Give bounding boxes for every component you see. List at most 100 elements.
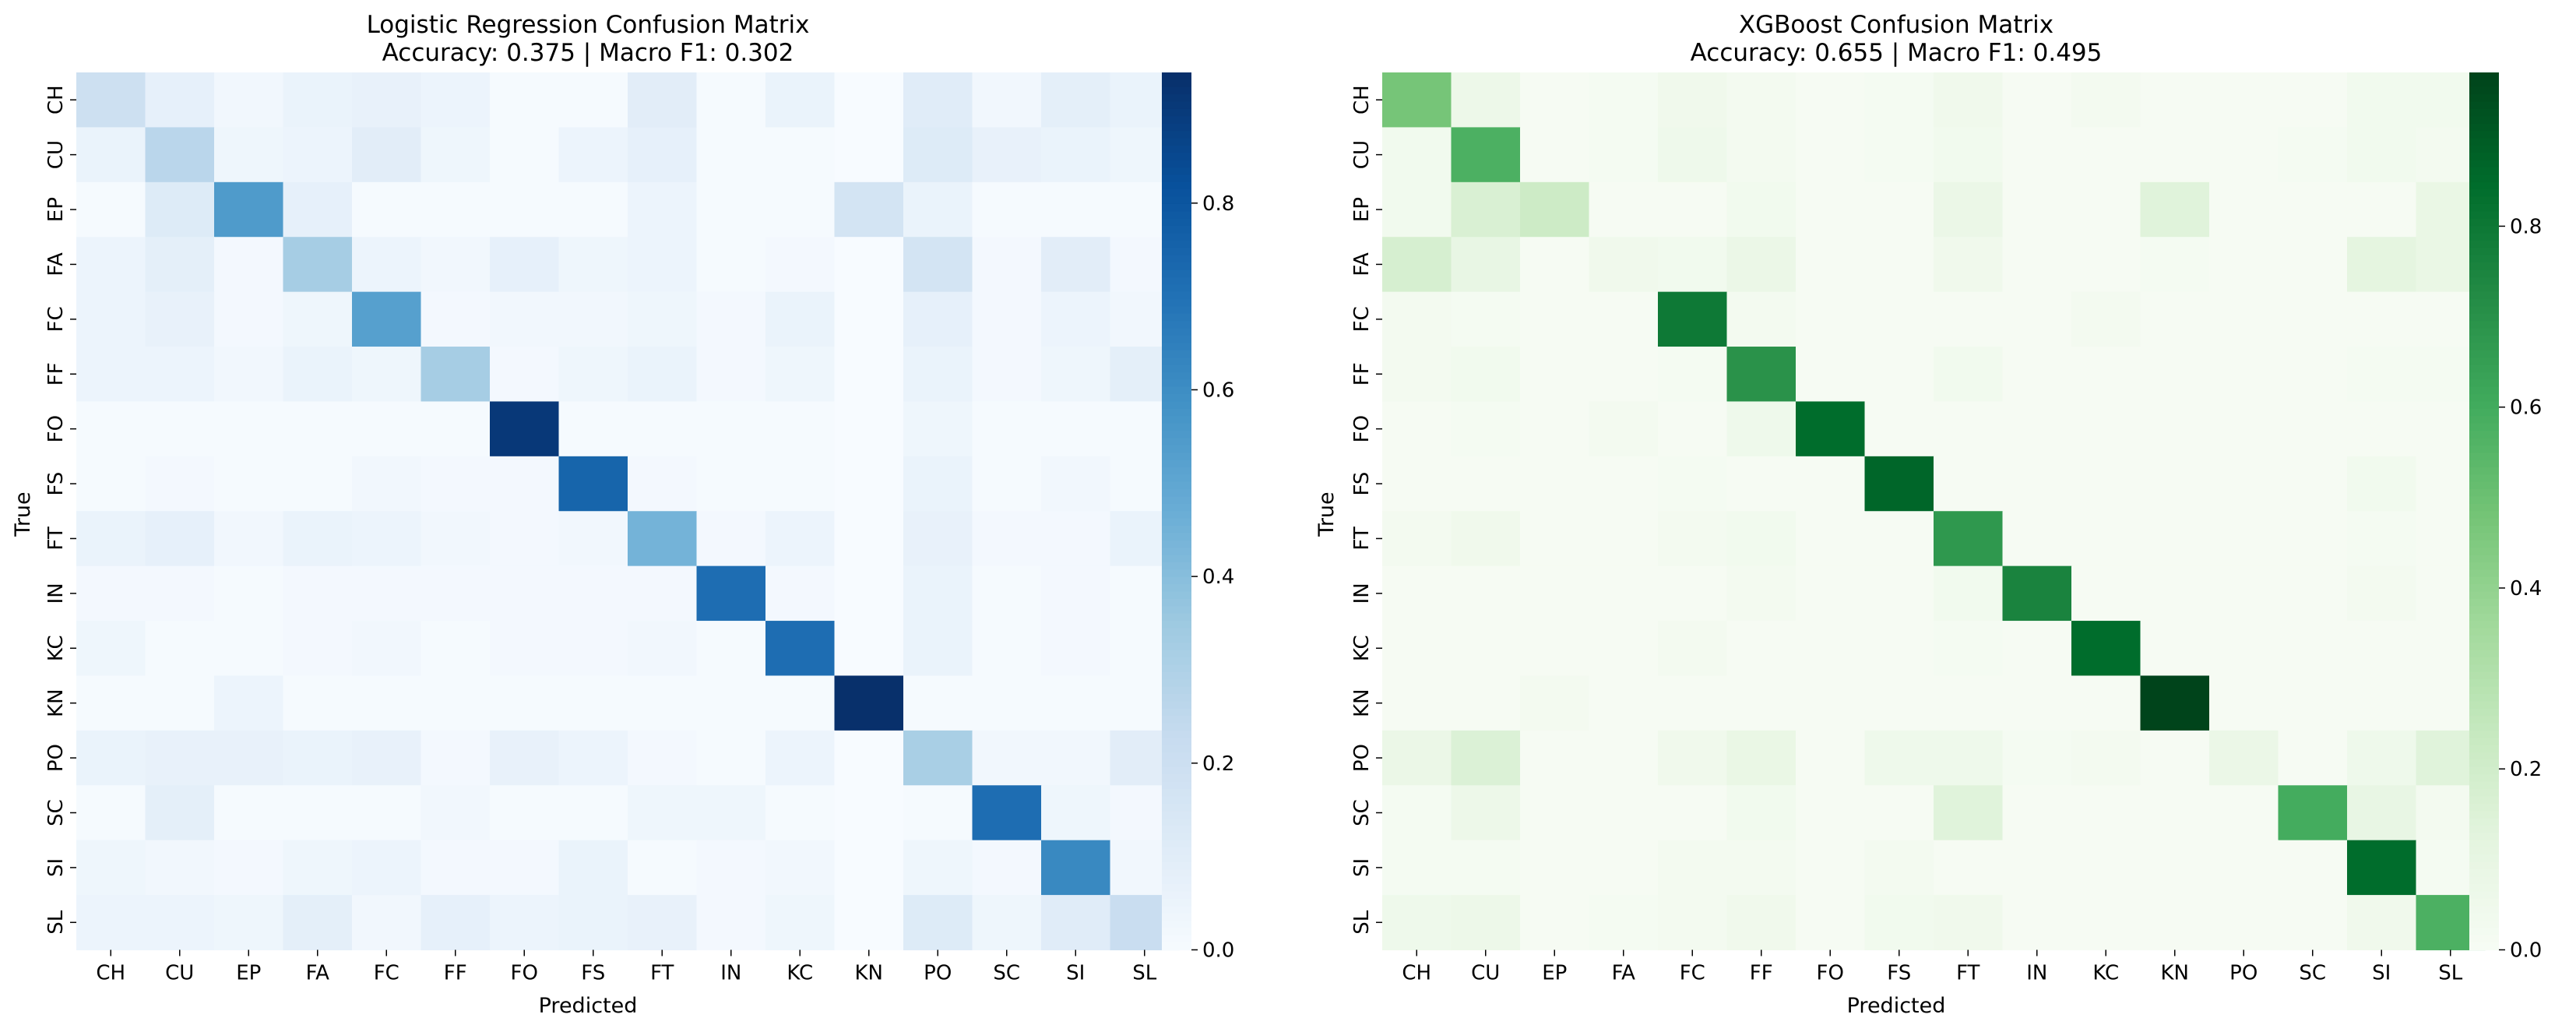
colorbar-gradient-band — [1162, 269, 1191, 278]
heatmap-cell — [2071, 181, 2141, 238]
heatmap-cell — [490, 895, 560, 951]
heatmap-cell — [1658, 291, 1728, 347]
colorbar-gradient-band — [1162, 759, 1191, 768]
chart-panel-logistic-regression: Logistic Regression Confusion Matrix Acc… — [11, 11, 1234, 1018]
colorbar-gradient-band — [2469, 108, 2499, 117]
colorbar-gradient-band — [2469, 745, 2499, 753]
heatmap-cell — [834, 840, 904, 896]
chart-title-line1: XGBoost Confusion Matrix — [1739, 11, 2053, 39]
x-tick-label: SI — [2372, 961, 2391, 984]
heatmap-cell — [834, 127, 904, 183]
colorbar-gradient-band — [1162, 116, 1191, 125]
x-tick-label: SC — [2299, 961, 2326, 984]
heatmap-cell — [2002, 237, 2072, 293]
heatmap-cell — [1796, 347, 1866, 403]
y-tick-label: KC — [1350, 635, 1374, 661]
x-tick-label: FO — [511, 961, 538, 984]
heatmap-cell — [628, 511, 698, 567]
heatmap-cell — [145, 565, 215, 622]
heatmap-cell — [1382, 181, 1452, 238]
heatmap-cell — [283, 237, 353, 293]
heatmap-cell — [1658, 840, 1728, 896]
colorbar-gradient-band — [2469, 174, 2499, 183]
colorbar-gradient-band — [1162, 255, 1191, 263]
heatmap-cell — [1658, 895, 1728, 951]
colorbar-gradient-band — [1162, 781, 1191, 790]
colorbar-gradient-band — [1162, 408, 1191, 417]
heatmap-cell — [1658, 785, 1728, 841]
heatmap-cell — [972, 127, 1042, 183]
heatmap-cell — [1726, 72, 1797, 129]
colorbar-gradient-band — [2469, 584, 2499, 593]
heatmap-cell — [76, 730, 146, 786]
colorbar-gradient-band — [1162, 752, 1191, 761]
heatmap-cell — [76, 127, 146, 183]
heatmap-cell — [421, 401, 491, 457]
heatmap-cell — [1658, 401, 1728, 457]
x-tick-labels: CH CU EP FA FC FF FO FS FT IN KC KN PO SC SI SL — [1402, 949, 2463, 984]
heatmap-cell — [1934, 181, 2004, 238]
colorbar-gradient-band — [1162, 935, 1191, 943]
colorbar-gradient-band — [1162, 738, 1191, 746]
heatmap-cell — [76, 895, 146, 951]
heatmap-cell — [1726, 237, 1797, 293]
heatmap-cell — [696, 730, 766, 786]
heatmap-cell — [490, 456, 560, 512]
heatmap-cell — [1864, 565, 1934, 622]
colorbar-gradient-band — [2469, 181, 2499, 190]
colorbar-gradient-band — [2469, 811, 2499, 819]
heatmap-cell — [1589, 840, 1659, 896]
colorbar-gradient-band — [2469, 891, 2499, 900]
colorbar-gradient-band — [2469, 145, 2499, 153]
colorbar-gradient-band — [1162, 350, 1191, 358]
colorbar-gradient-band — [2469, 489, 2499, 498]
heatmap-cell — [628, 895, 698, 951]
heatmap-cell — [1451, 840, 1521, 896]
heatmap-cell — [972, 621, 1042, 677]
heatmap-cell — [2278, 127, 2348, 183]
colorbar-gradient-band — [2469, 533, 2499, 541]
heatmap-cell — [972, 675, 1042, 731]
heatmap-cell — [1382, 347, 1452, 403]
heatmap-cell — [490, 565, 560, 622]
colorbar-gradient-band — [1162, 825, 1191, 833]
heatmap-cell — [421, 72, 491, 129]
y-tick-label: KN — [1350, 689, 1374, 717]
heatmap-cell — [283, 785, 353, 841]
heatmap-cell — [628, 291, 698, 347]
colorbar-gradient-band — [1162, 796, 1191, 805]
heatmap-cell — [1451, 72, 1521, 129]
heatmap-cell — [903, 181, 973, 238]
heatmap-cell — [1041, 291, 1111, 347]
x-tick-label: SC — [993, 961, 1020, 984]
colorbar-gradient-band — [1162, 262, 1191, 271]
x-tick-label: KC — [2092, 961, 2119, 984]
heatmap-cell — [2347, 127, 2417, 183]
colorbar-tick-label: 0.8 — [2510, 215, 2542, 238]
heatmap-cell — [1041, 511, 1111, 567]
heatmap-cell — [1520, 291, 1590, 347]
heatmap-cell — [1658, 675, 1728, 731]
heatmap-cell — [696, 127, 766, 183]
colorbar-gradient-band — [1162, 489, 1191, 498]
heatmap-cell — [972, 72, 1042, 129]
colorbar-gradient-band — [2469, 313, 2499, 322]
heatmap-cell — [490, 511, 560, 567]
heatmap-cell — [765, 347, 836, 403]
y-tick-label: CH — [44, 85, 68, 114]
heatmap-cell — [1041, 565, 1111, 622]
y-tick-label: KN — [44, 689, 68, 717]
colorbar-gradient-band — [1162, 394, 1191, 403]
colorbar-gradient-band — [1162, 803, 1191, 812]
heatmap-cell — [1589, 127, 1659, 183]
heatmap-cell — [696, 72, 766, 129]
heatmap-cell — [696, 675, 766, 731]
heatmap-cell — [2347, 840, 2417, 896]
heatmap-cell — [558, 675, 628, 731]
heatmap-cells — [1382, 72, 2486, 951]
colorbar-gradient-band — [2469, 518, 2499, 527]
heatmap-cell — [1451, 181, 1521, 238]
x-tick-label: FF — [444, 961, 467, 984]
colorbar-gradient-band — [2469, 774, 2499, 783]
colorbar-gradient-band — [1162, 211, 1191, 220]
